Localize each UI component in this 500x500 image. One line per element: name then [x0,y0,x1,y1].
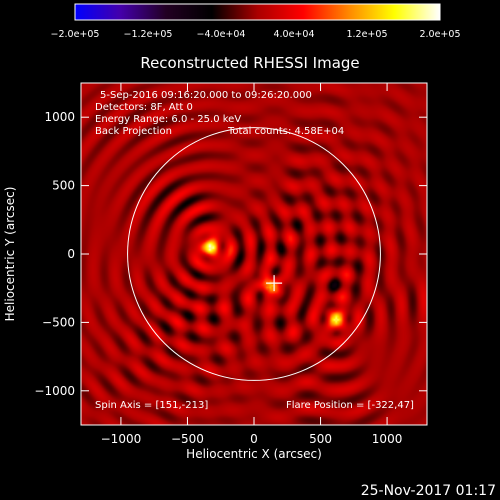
y-tick-label: 1000 [44,110,75,124]
x-tick-label: 1000 [372,432,403,446]
x-tick-label: 0 [250,432,258,446]
y-tick-label: −500 [42,315,75,329]
time-range-text: 5-Sep-2016 09:16:20.000 to 09:26:20.000 [100,90,312,101]
y-axis-ticks: −1000 −500 0 500 1000 [34,110,427,398]
energy-range-text: Energy Range: 6.0 - 25.0 keV [95,114,241,125]
colorbar-tick-label: −4.0e+04 [197,29,246,40]
colorbar-tick-label: 2.0e+05 [419,29,460,40]
x-axis-ticks: −1000 −500 0 500 1000 [101,83,403,446]
heatmap-area [81,83,427,425]
total-counts-text: Total counts: 4.58E+04 [227,126,344,137]
colorbar-tick-label: −2.0e+05 [51,29,100,40]
x-tick-label: −500 [171,432,204,446]
colorbar-tick-label: 4.0e+04 [273,29,314,40]
colorbar-tick-label: 1.2e+05 [346,29,387,40]
solar-disk-limb [127,127,381,381]
flare-position-text: Flare Position = [-322,47] [286,400,414,411]
footer-timestamp: 25-Nov-2017 01:17 [361,483,496,499]
heatmap-image [81,83,427,425]
spin-axis-text: Spin Axis = [151,-213] [95,400,208,411]
spin-axis-marker [266,275,283,292]
y-tick-label: −1000 [34,384,75,398]
colorbar-tick-label: −1.2e+05 [124,29,173,40]
x-axis-title: Heliocentric X (arcsec) [186,447,322,461]
x-tick-label: −1000 [101,432,142,446]
y-tick-label: 0 [67,247,75,261]
chart-title: Reconstructed RHESSI Image [140,54,359,72]
y-axis-title: Heliocentric Y (arcsec) [3,187,17,322]
x-tick-label: 500 [309,432,332,446]
method-text: Back Projection [95,126,172,137]
colorbar [74,3,441,21]
colorbar-ticks: −2.0e+05 −1.2e+05 −4.0e+04 4.0e+04 1.2e+05 2.… [51,29,461,40]
detectors-text: Detectors: 8F, Att 0 [95,102,193,113]
y-tick-label: 500 [52,179,75,193]
